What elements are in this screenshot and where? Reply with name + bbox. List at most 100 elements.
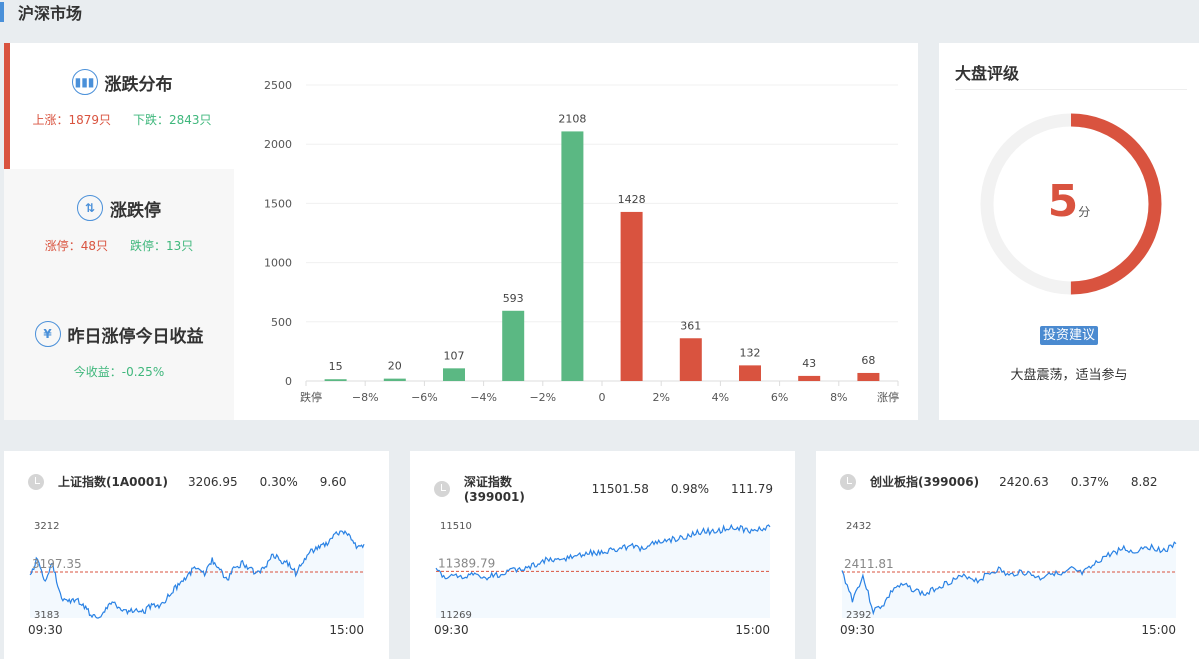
x-tick-label: 2% [652,391,669,404]
bar [324,379,347,381]
start-time: 09:30 [28,623,63,637]
index-name[interactable]: 深证指数(399001) [463,475,525,504]
bar-value-label: 132 [740,346,761,359]
advice-badge: 投资建议 [1039,326,1098,345]
index-change: 111.79 [731,481,773,496]
today-return: 今收益：-0.25% [73,365,165,379]
fall-count: 下跌：2843只 [133,113,212,127]
y-tick-label: 0 [285,375,292,388]
index-sparkline: 11510 11269 11389.79 09:30 15:00 [434,521,771,637]
rating-unit: 分 [1078,205,1091,219]
index-sparkline: 2432 2392 2411.81 09:30 15:00 [840,521,1177,637]
bar [739,365,761,381]
index-sparkline: 3212 3183 3197.35 09:30 15:00 [28,521,365,637]
gauge-fill [980,113,1162,295]
bar-value-label: 20 [388,360,402,373]
sparkline [435,523,771,581]
min-label: 3183 [34,610,59,621]
clock-icon [840,473,856,490]
sparkline-area [842,542,1176,618]
index-name[interactable]: 上证指数(1A0001) [58,475,169,489]
index-card-sz[interactable]: 深证指数(399001) 11501.58 0.98% 111.79 11510 1126… [410,451,795,659]
bar [857,372,880,381]
bar [561,131,584,381]
base-label: 11389.79 [438,556,495,570]
x-tick-label: 跌停 [300,390,322,404]
yen-icon: ¥ [34,321,61,347]
side-tab-limit[interactable]: ⇅ 涨跌停 涨停：48只 跌停：13只 [4,169,234,295]
bar-chart-icon: ▮▮▮ [71,69,98,95]
side-tab-title: 昨日涨停今日收益 [67,326,204,347]
clock-icon [434,480,450,497]
max-label: 3212 [34,521,59,532]
index-change-pct: 0.98% [670,481,709,496]
rating-panel: 大盘评级 5分 投资建议 大盘震荡，适当参与 [939,43,1199,420]
bar-value-label: 107 [444,349,465,362]
index-change-pct: 0.37% [1070,474,1109,489]
limit-up-count: 涨停：48只 [44,239,108,253]
index-change: 8.82 [1130,474,1158,489]
bar-value-label: 1428 [618,193,646,206]
x-tick-label: 8% [830,391,847,404]
bar [383,378,406,381]
side-tab-yesterday-limit[interactable]: ¥ 昨日涨停今日收益 今收益：-0.25% [4,295,234,420]
index-change: 9.60 [319,474,347,489]
x-tick-label: 0 [599,391,606,404]
side-tab-title: 涨跌停 [110,200,161,221]
rating-title: 大盘评级 [955,64,1020,83]
index-card-cy[interactable]: 创业板指(399006) 2420.63 0.37% 8.82 2432 2392 2411… [816,451,1199,659]
index-change-pct: 0.30% [259,474,298,489]
max-label: 2432 [846,521,871,532]
y-tick-label: 500 [271,316,292,329]
rating-gauge [980,113,1162,295]
x-tick-label: 涨停 [877,390,899,404]
end-time: 15:00 [329,623,364,637]
y-tick-label: 2000 [264,138,292,151]
side-tab-distribution[interactable]: ▮▮▮ 涨跌分布 上涨：1879只 下跌：2843只 [4,43,234,169]
section-header: 沪深市场 [0,0,82,24]
x-tick-label: 4% [712,391,729,404]
end-time: 15:00 [1141,623,1176,637]
limit-down-count: 跌停：13只 [130,239,194,253]
rating-score: 5 [1047,176,1079,227]
max-label: 11510 [440,521,472,532]
x-tick-label: −2% [529,391,556,404]
bar [679,338,702,381]
bar-value-label: 68 [861,354,875,367]
bar [798,375,821,381]
clock-icon [28,473,44,490]
base-label: 2411.81 [844,557,894,571]
page-title: 沪深市场 [18,4,83,23]
y-tick-label: 2500 [264,79,292,92]
bar [620,211,643,381]
header-accent-bar [0,2,4,22]
bar [443,368,465,381]
sparkline-area [30,531,364,618]
start-time: 09:30 [434,623,469,637]
index-name[interactable]: 创业板指(399006) [870,475,980,489]
sparkline [841,541,1177,616]
sparkline [29,529,365,619]
rise-count: 上涨：1879只 [32,113,111,127]
divider [955,89,1187,90]
index-price: 11501.58 [591,481,649,496]
min-label: 11269 [440,610,472,621]
end-time: 15:00 [735,623,770,637]
x-tick-label: −8% [352,391,379,404]
x-tick-label: 6% [771,391,788,404]
min-label: 2392 [846,610,871,621]
index-price: 2420.63 [999,474,1049,489]
distribution-bar-chart: 0 500 1000 1500 2000 2500 跌停 −8% −6% −4% −2% 0 2% 4% 6… [264,79,899,404]
up-down-arrows-icon: ⇅ [77,195,103,221]
start-time: 09:30 [840,623,875,637]
base-label: 3197.35 [32,557,82,571]
bar-value-label: 43 [802,357,816,370]
bar [502,310,525,381]
side-tab-title: 涨跌分布 [104,74,173,95]
index-card-sh[interactable]: 上证指数(1A0001) 3206.95 0.30% 9.60 3212 3183 3197… [4,451,389,659]
advice-text: 大盘震荡，适当参与 [1010,368,1128,383]
bar-value-label: 15 [329,360,343,373]
bar-value-label: 593 [503,292,524,305]
bar-value-label: 361 [680,319,701,332]
y-tick-label: 1500 [264,197,292,210]
